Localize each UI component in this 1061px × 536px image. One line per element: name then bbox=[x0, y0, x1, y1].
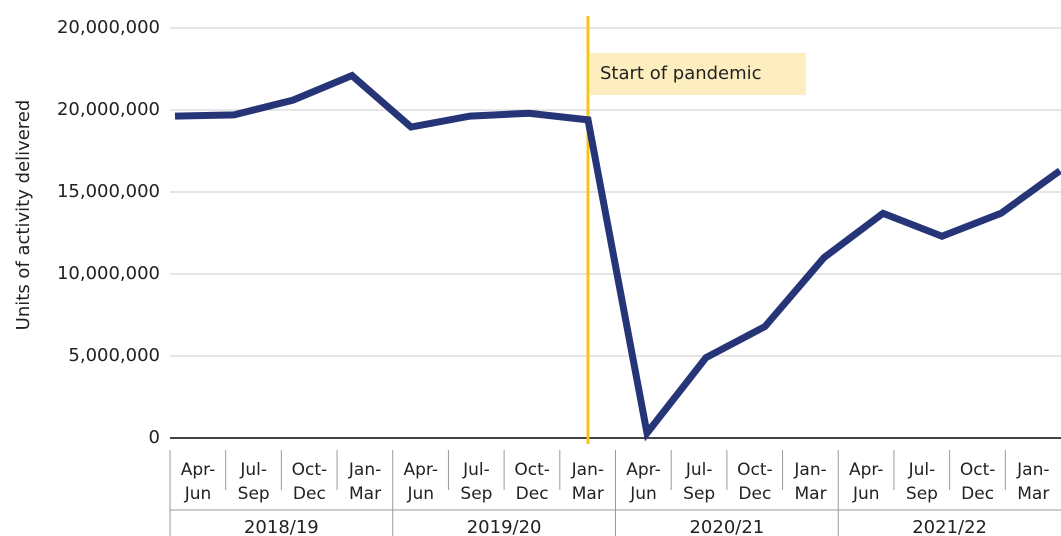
x-tick-label: Oct- Dec bbox=[291, 460, 328, 504]
y-axis-label: Units of activity delivered bbox=[13, 100, 34, 331]
y-tick-label: 10,000,000 bbox=[57, 263, 160, 284]
y-tick-label: 5,000,000 bbox=[68, 345, 160, 366]
x-tick-label: Apr- Jun bbox=[626, 460, 661, 504]
annotation-box bbox=[590, 53, 806, 95]
x-tick-label: Jul- Sep bbox=[905, 460, 938, 504]
x-tick-label: Apr- Jun bbox=[403, 460, 438, 504]
x-tick-label: Oct- Dec bbox=[737, 460, 773, 504]
x-tick-label: Oct- Dec bbox=[959, 460, 996, 504]
x-tick-label: Oct- Dec bbox=[514, 460, 550, 504]
x-tick-label: Jan- Mar bbox=[348, 460, 382, 504]
x-tick-label: Jul- Sep bbox=[683, 460, 716, 504]
x-tick-label: Jul- Sep bbox=[237, 460, 270, 504]
x-tick-label: Apr- Jun bbox=[849, 460, 884, 504]
x-tick-label: Jul- Sep bbox=[460, 460, 493, 504]
x-tick-label: Jan- Mar bbox=[794, 460, 827, 504]
group-label: 2019/20 bbox=[467, 517, 542, 536]
series-line bbox=[174, 71, 1061, 442]
x-tick-label: Jan- Mar bbox=[571, 460, 604, 504]
x-tick-label: Apr- Jun bbox=[180, 460, 216, 504]
group-label: 2021/22 bbox=[912, 517, 987, 536]
y-tick-label: 15,000,000 bbox=[57, 181, 160, 202]
group-label: 2020/21 bbox=[689, 517, 764, 536]
y-tick-label: 20,000,000 bbox=[57, 17, 160, 38]
x-tick-label: Jan- Mar bbox=[1017, 460, 1050, 504]
y-tick-label: 0 bbox=[149, 427, 160, 448]
group-label: 2018/19 bbox=[244, 517, 319, 536]
annotation-text: Start of pandemic bbox=[600, 63, 762, 84]
y-tick-label: 20,000,000 bbox=[57, 99, 160, 120]
